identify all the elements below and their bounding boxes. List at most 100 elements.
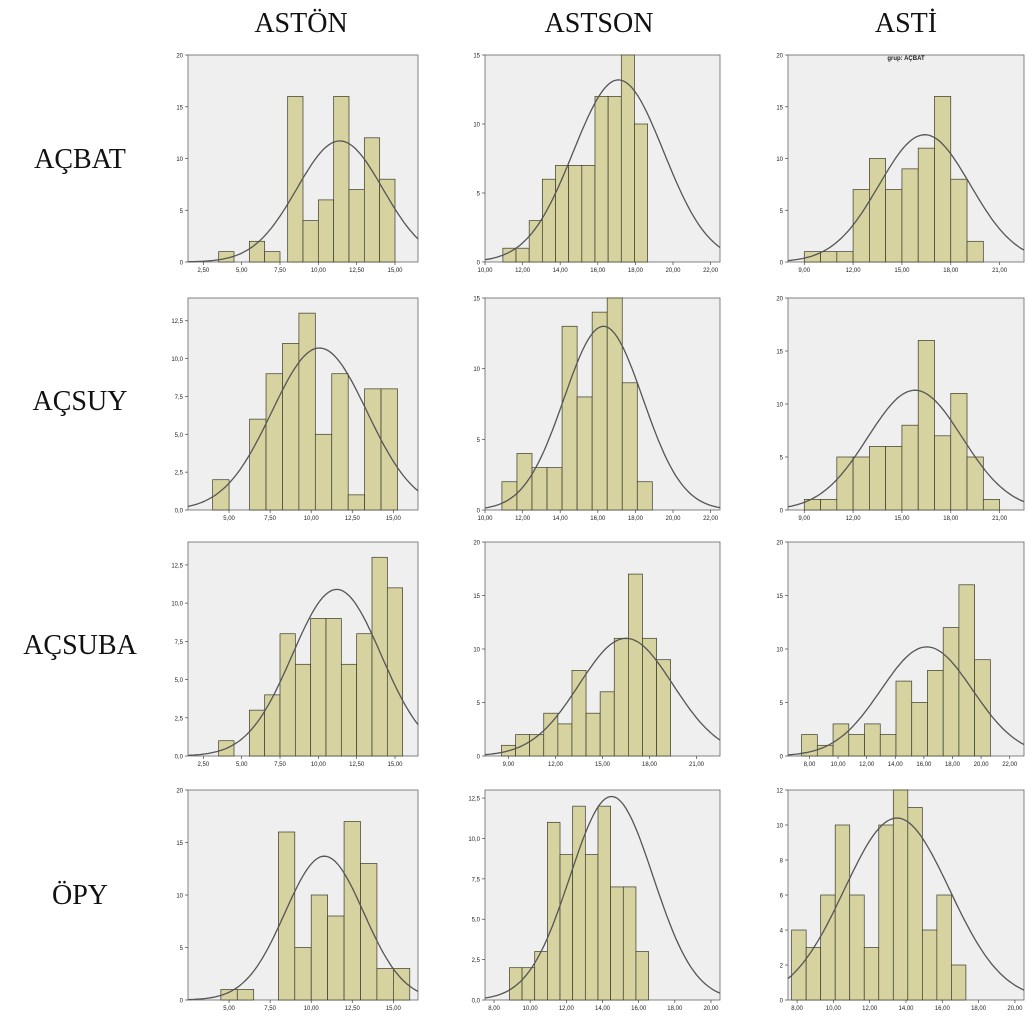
histogram-bar — [287, 96, 304, 263]
x-tick-label: 20,00 — [1007, 1006, 1023, 1012]
x-tick-label: 12,00 — [515, 268, 531, 274]
histogram-bar — [343, 821, 361, 1001]
histogram-bar — [606, 297, 623, 511]
histogram-bar — [950, 393, 968, 511]
x-tick-label: 21,00 — [992, 268, 1008, 274]
x-tick-label: 16,00 — [935, 1006, 951, 1012]
x-tick-label: 10,00 — [311, 762, 327, 768]
x-tick-label: 20,00 — [703, 1006, 719, 1012]
histogram-bar — [958, 584, 976, 757]
y-tick-label: 0 — [780, 509, 784, 515]
y-tick-label: 15 — [473, 297, 480, 303]
histogram-bar — [282, 343, 300, 511]
x-tick-label: 8,00 — [804, 762, 816, 768]
histogram-bar — [907, 807, 923, 1001]
x-tick-label: 2,50 — [197, 762, 209, 768]
normal-curve — [787, 134, 1025, 262]
histogram-bar — [236, 989, 255, 1001]
histogram-bar — [636, 481, 653, 511]
y-tick-label: 10 — [776, 648, 783, 654]
x-tick-label: 18,00 — [667, 1006, 683, 1012]
x-tick-label: 15,00 — [387, 762, 403, 768]
x-tick-label: 22,00 — [703, 516, 719, 522]
x-tick-label: 2,50 — [197, 268, 209, 274]
histogram-bar — [901, 424, 919, 511]
histogram-bar — [836, 456, 854, 511]
row-header-opy: ÖPY — [51, 880, 108, 911]
x-tick-label: 10,00 — [304, 1006, 320, 1012]
y-tick-label: 15 — [473, 594, 480, 600]
panel-title: grup: AÇBAT — [887, 56, 925, 62]
x-tick-label: 5,00 — [236, 762, 248, 768]
histogram-bar — [832, 723, 850, 757]
y-tick-label: 2,5 — [175, 471, 184, 477]
histogram-panel: 0,0 2,5 5,0 7,5 10,0 12,5 8,00 10,00 12,00 14,00 1… — [468, 789, 721, 1012]
x-tick-label: 7,50 — [274, 268, 286, 274]
histogram-panel: 0,0 2,5 5,0 7,5 10,0 12,5 2,50 5,00 7,50 10,00 12,… — [171, 541, 419, 768]
x-tick-label: 12,00 — [515, 516, 531, 522]
x-tick-label: 9,00 — [798, 268, 810, 274]
histogram-bar — [869, 446, 887, 511]
y-tick-label: 10 — [473, 367, 480, 373]
x-tick-label: 9,00 — [503, 762, 515, 768]
histogram-bar — [895, 680, 913, 757]
histogram-bar — [557, 723, 573, 757]
histogram-bar — [852, 456, 870, 511]
x-tick-label: 10,00 — [477, 516, 493, 522]
x-tick-label: 10,00 — [831, 762, 847, 768]
histogram-panel: 0 5 10 15 20 9,00 12,00 15,00 18,00 21,00 — [776, 297, 1025, 522]
x-tick-label: 12,00 — [846, 268, 862, 274]
x-tick-label: 15,00 — [386, 516, 402, 522]
normal-curve — [484, 325, 721, 509]
column-header-asti: ASTİ — [874, 8, 938, 39]
histogram-bar — [613, 637, 629, 757]
histogram-bar — [264, 251, 281, 263]
histogram-bar — [576, 396, 593, 511]
y-tick-label: 10,0 — [171, 602, 183, 608]
histogram-bar — [559, 854, 574, 1001]
y-tick-label: 5 — [477, 438, 481, 444]
histogram-bar — [820, 251, 838, 263]
histogram-bar — [950, 178, 968, 263]
y-tick-label: 15 — [776, 105, 783, 111]
histogram-bar — [348, 189, 365, 263]
y-tick-label: 4 — [780, 929, 784, 935]
y-tick-label: 6 — [780, 894, 784, 900]
y-tick-label: 2,5 — [175, 716, 184, 722]
histogram-bar — [325, 618, 342, 757]
y-tick-label: 20 — [176, 789, 183, 795]
x-tick-label: 15,00 — [894, 516, 910, 522]
x-tick-label: 12,00 — [559, 1006, 575, 1012]
histogram-bar — [310, 618, 327, 757]
y-tick-label: 0 — [780, 755, 784, 761]
row-header-acsuba: AÇSUBA — [23, 630, 137, 661]
histogram-bar — [294, 663, 312, 757]
histogram-bar — [376, 968, 394, 1001]
histogram-bar — [921, 929, 938, 1001]
y-tick-label: 10 — [176, 894, 183, 900]
normal-curve — [484, 79, 721, 261]
y-tick-label: 0 — [780, 261, 784, 267]
y-tick-label: 20 — [776, 541, 783, 547]
histogram-bar — [863, 947, 880, 1001]
histogram-bar — [364, 388, 382, 511]
y-tick-label: 5 — [477, 701, 481, 707]
histogram-bar — [834, 824, 851, 1001]
y-tick-label: 0 — [180, 999, 184, 1005]
y-tick-label: 5 — [780, 209, 784, 215]
histogram-bar — [864, 723, 881, 757]
histogram-bar — [597, 805, 611, 1001]
normal-curve — [787, 389, 1025, 508]
histogram-bar — [869, 158, 887, 263]
x-tick-label: 15,00 — [894, 268, 910, 274]
x-tick-label: 8,00 — [488, 1006, 500, 1012]
x-tick-label: 12,50 — [345, 516, 361, 522]
histogram-panel: 0 5 10 15 10,00 12,00 14,00 16,00 18,00 20,00 22,0… — [473, 297, 721, 522]
y-tick-label: 20 — [776, 54, 783, 60]
x-tick-label: 8,00 — [791, 1006, 803, 1012]
normal-curve — [787, 817, 1025, 991]
x-tick-label: 10,00 — [523, 1006, 539, 1012]
histogram-bar — [974, 659, 991, 757]
x-tick-label: 18,00 — [971, 1006, 987, 1012]
y-tick-label: 5,0 — [175, 678, 184, 684]
